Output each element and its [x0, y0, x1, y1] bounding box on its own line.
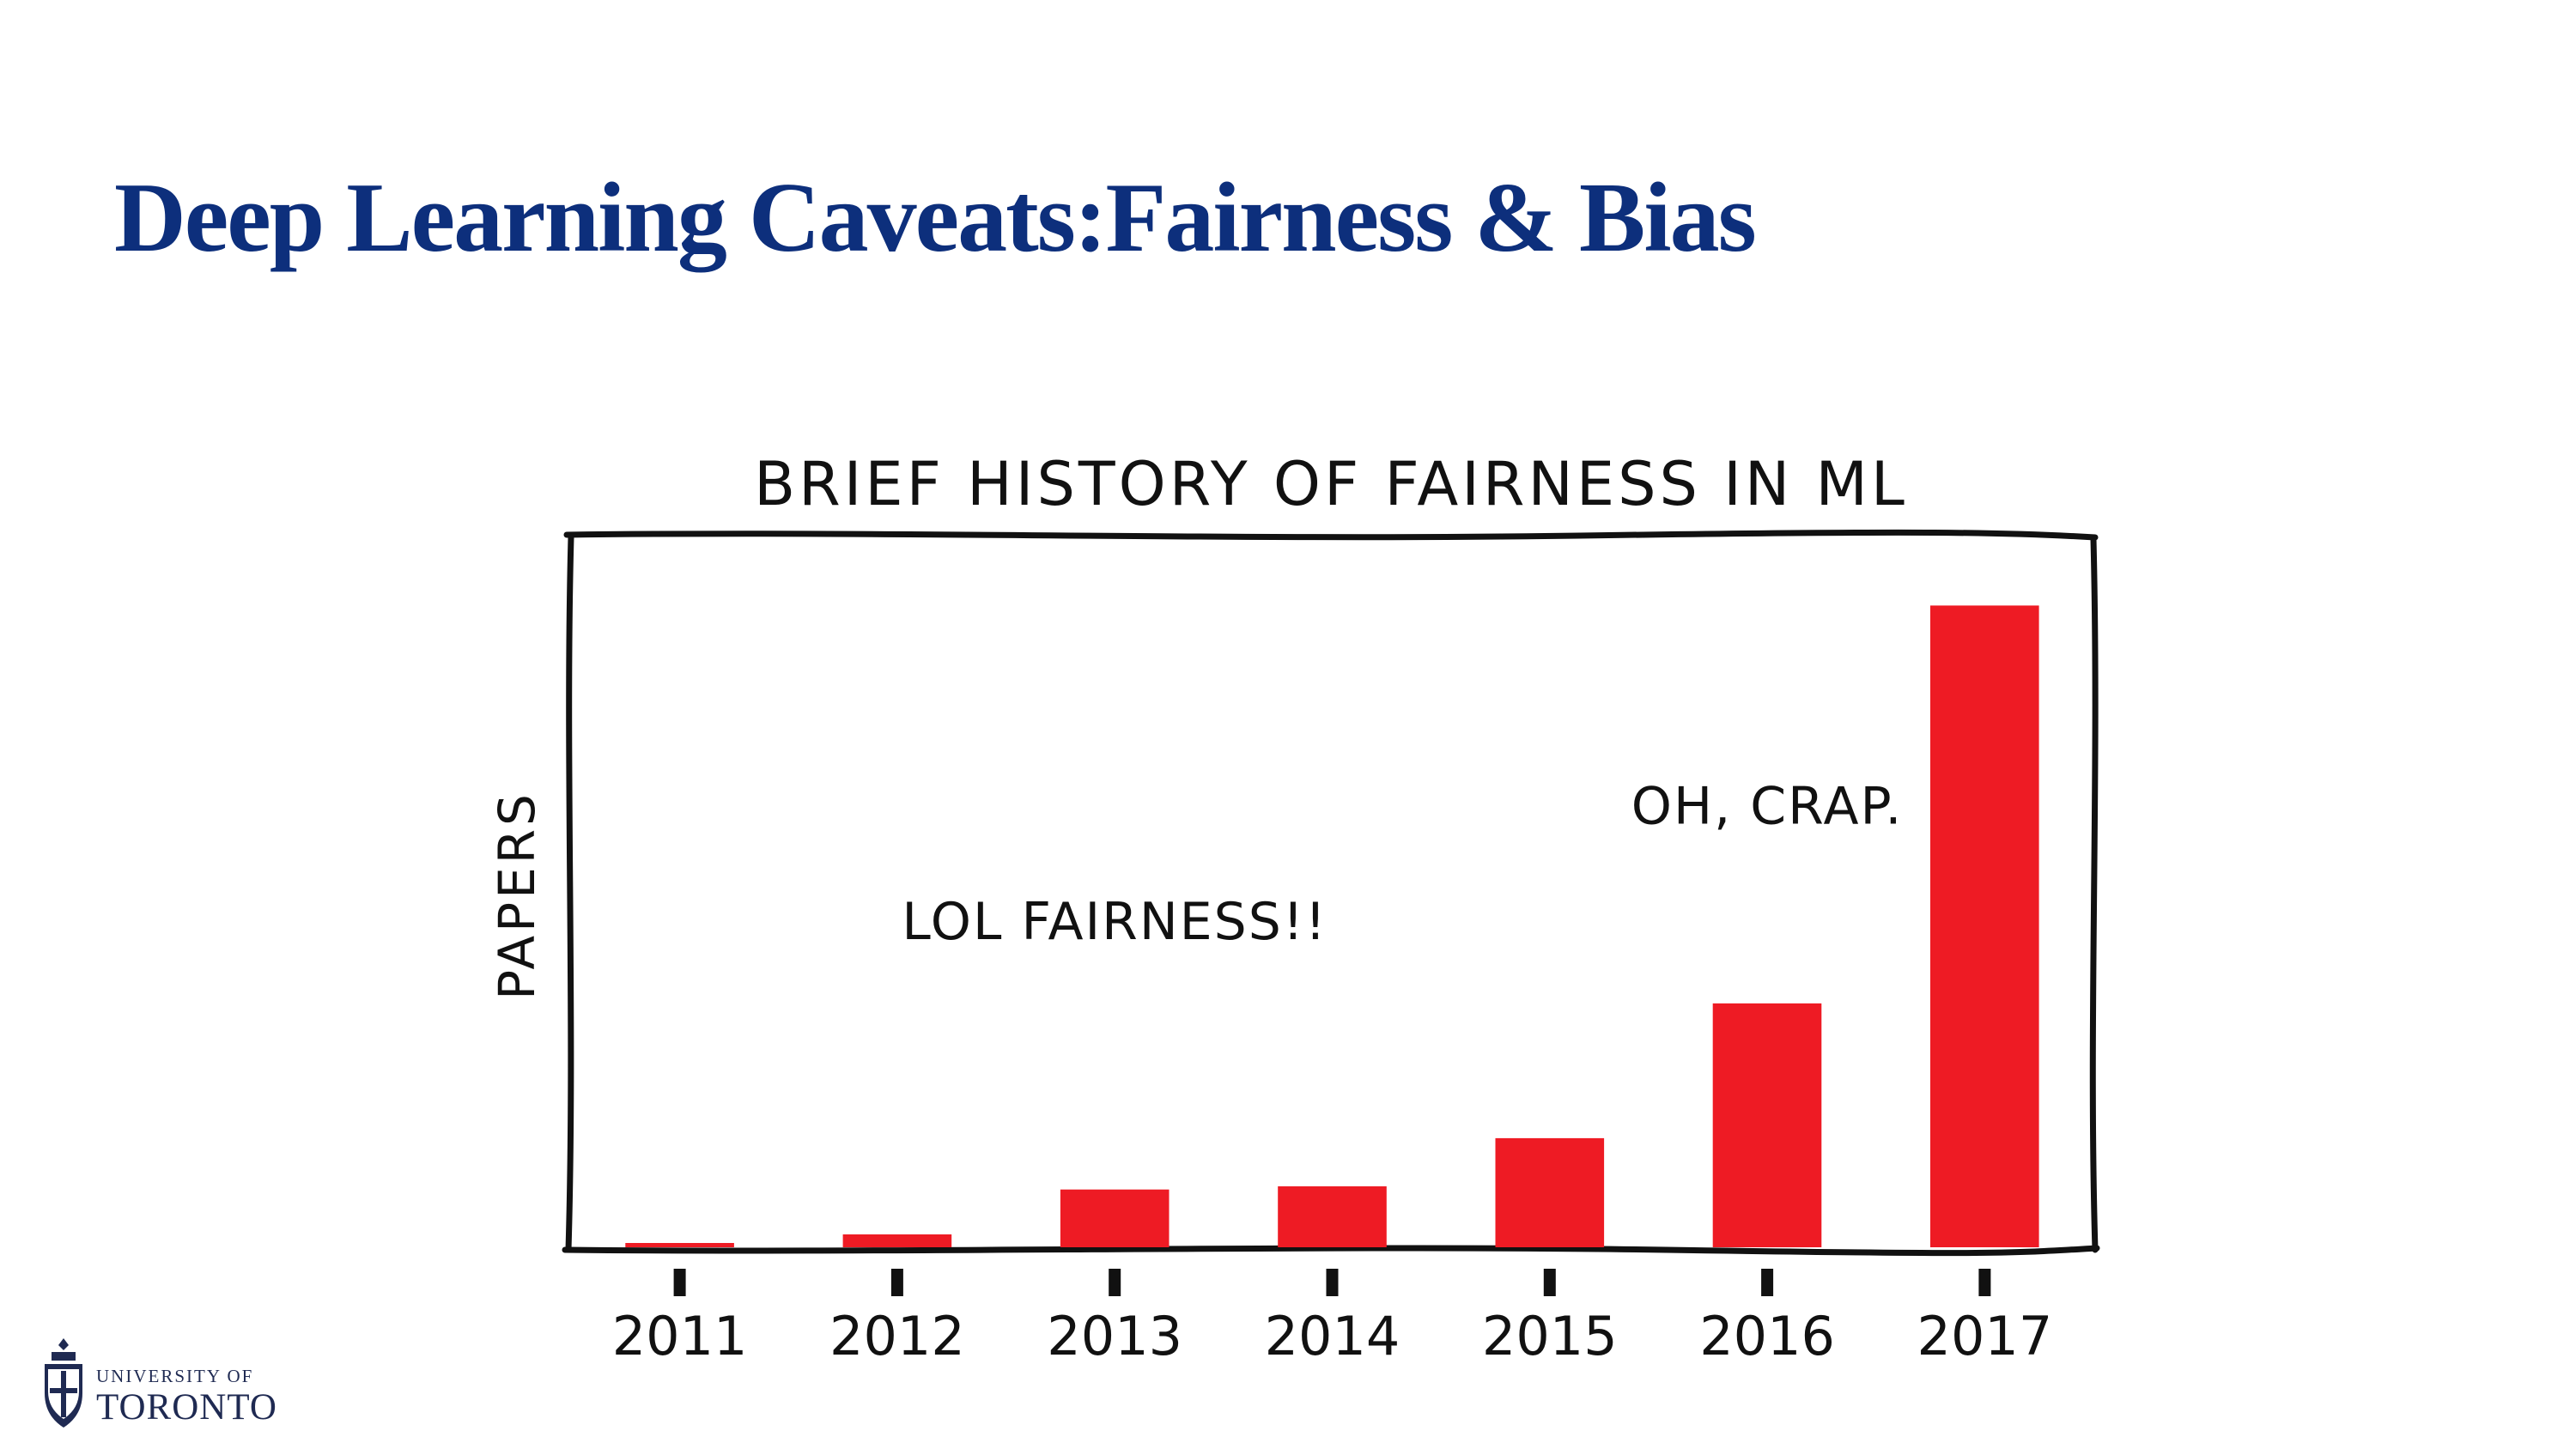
annotation-1: LOL FAIRNESS!!	[902, 892, 1327, 952]
bar-2017	[1930, 605, 2039, 1247]
x-tick-2012	[890, 1269, 903, 1296]
x-tick-labels-group: 2011 2012 2013 2014 2015 2016 2017	[612, 1305, 2053, 1367]
x-tick-2016	[1761, 1269, 1774, 1296]
annotation-2: OH, CRAP.	[1631, 777, 1904, 837]
x-tick-label-2015: 2015	[1482, 1305, 1618, 1367]
frame-left	[565, 534, 574, 1253]
x-ticks-group	[673, 1269, 1991, 1296]
bar-2014	[1278, 1186, 1387, 1247]
x-tick-label-2016: 2016	[1699, 1305, 1835, 1367]
bar-2016	[1712, 1003, 1822, 1247]
annotations-group: LOL FAIRNESS!! OH, CRAP.	[902, 777, 1904, 953]
logo-line-2: TORONTO	[96, 1387, 277, 1428]
x-tick-label-2017: 2017	[1917, 1305, 2053, 1367]
x-tick-2015	[1543, 1269, 1556, 1296]
y-axis-label: PAPERS	[488, 791, 546, 1000]
x-tick-2013	[1109, 1269, 1121, 1296]
frame-top	[563, 529, 2099, 541]
slide-title: Deep Learning Caveats:Fairness & Bias	[114, 163, 1757, 273]
bars-group	[625, 605, 2039, 1247]
fairness-bar-chart: BRIEF HISTORY OF FAIRNESS IN ML PAPERS 2…	[488, 449, 2100, 1367]
x-tick-2011	[673, 1269, 686, 1296]
bar-2013	[1060, 1189, 1170, 1247]
crest-icon	[45, 1338, 82, 1428]
x-tick-label-2014: 2014	[1265, 1305, 1400, 1367]
bar-2015	[1495, 1137, 1605, 1247]
chart-frame	[562, 529, 2100, 1257]
x-tick-label-2012: 2012	[829, 1305, 965, 1367]
x-tick-label-2011: 2011	[612, 1305, 748, 1367]
x-tick-label-2013: 2013	[1047, 1305, 1182, 1367]
bar-2011	[625, 1243, 734, 1247]
chart-title: BRIEF HISTORY OF FAIRNESS IN ML	[754, 449, 1908, 519]
university-logo: UNIVERSITY OF TORONTO	[39, 1335, 323, 1438]
x-tick-2014	[1326, 1269, 1339, 1296]
frame-right	[2089, 536, 2099, 1253]
frame-bottom	[562, 1245, 2100, 1257]
logo-line-1: UNIVERSITY OF	[96, 1366, 254, 1386]
x-tick-2017	[1978, 1269, 1991, 1296]
bar-2012	[842, 1234, 952, 1247]
